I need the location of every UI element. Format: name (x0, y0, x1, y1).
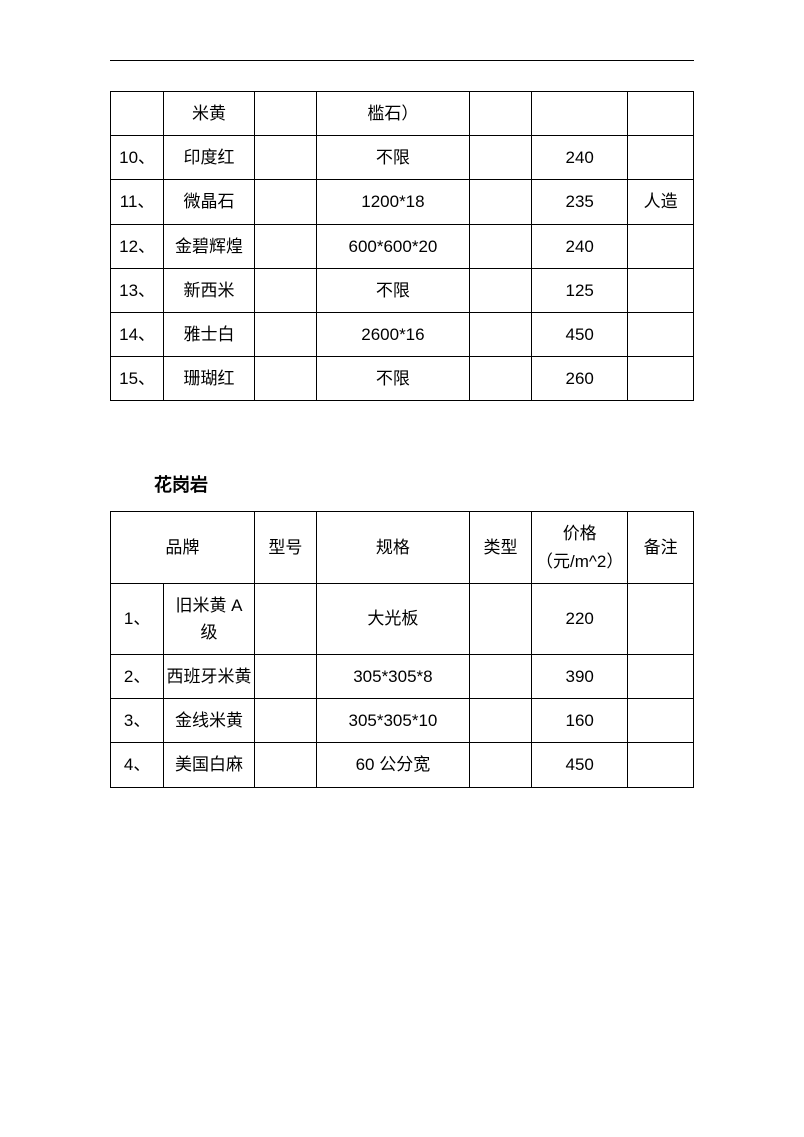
cell-type (469, 583, 531, 654)
cell-idx: 15、 (111, 357, 164, 401)
table-row: 4、 美国白麻 60 公分宽 450 (111, 743, 694, 787)
cell-price: 235 (532, 180, 628, 224)
cell-price: 450 (532, 312, 628, 356)
cell-idx: 11、 (111, 180, 164, 224)
cell-type (469, 357, 531, 401)
cell-note (628, 312, 694, 356)
cell-type (469, 92, 531, 136)
cell-type (469, 312, 531, 356)
cell-price: 390 (532, 655, 628, 699)
cell-idx: 1、 (111, 583, 164, 654)
cell-spec: 2600*16 (317, 312, 470, 356)
cell-price: 260 (532, 357, 628, 401)
table-row: 11、 微晶石 1200*18 235 人造 (111, 180, 694, 224)
cell-spec: 槛石） (317, 92, 470, 136)
cell-name: 珊瑚红 (164, 357, 255, 401)
cell-spec: 305*305*10 (317, 699, 470, 743)
cell-model (254, 655, 316, 699)
header-price: 价格（元/m^2） (532, 512, 628, 583)
cell-note (628, 583, 694, 654)
table-row: 10、 印度红 不限 240 (111, 136, 694, 180)
table-row: 15、 珊瑚红 不限 260 (111, 357, 694, 401)
cell-price: 450 (532, 743, 628, 787)
cell-note (628, 357, 694, 401)
cell-spec: 1200*18 (317, 180, 470, 224)
cell-model (254, 699, 316, 743)
header-type: 类型 (469, 512, 531, 583)
cell-model (254, 224, 316, 268)
header-rule (110, 60, 694, 61)
cell-spec: 60 公分宽 (317, 743, 470, 787)
cell-type (469, 180, 531, 224)
table-row: 14、 雅士白 2600*16 450 (111, 312, 694, 356)
cell-spec: 不限 (317, 357, 470, 401)
cell-spec: 600*600*20 (317, 224, 470, 268)
cell-name: 微晶石 (164, 180, 255, 224)
cell-price: 220 (532, 583, 628, 654)
cell-spec: 不限 (317, 136, 470, 180)
cell-price: 240 (532, 136, 628, 180)
table-row: 3、 金线米黄 305*305*10 160 (111, 699, 694, 743)
cell-model (254, 312, 316, 356)
table-row: 12、 金碧辉煌 600*600*20 240 (111, 224, 694, 268)
cell-model (254, 743, 316, 787)
cell-name: 雅士白 (164, 312, 255, 356)
cell-type (469, 743, 531, 787)
cell-note (628, 224, 694, 268)
cell-name: 金碧辉煌 (164, 224, 255, 268)
cell-price: 240 (532, 224, 628, 268)
cell-price (532, 92, 628, 136)
cell-price: 160 (532, 699, 628, 743)
cell-note (628, 136, 694, 180)
cell-type (469, 268, 531, 312)
cell-type (469, 136, 531, 180)
cell-idx: 3、 (111, 699, 164, 743)
cell-name: 米黄 (164, 92, 255, 136)
table-header-row: 品牌 型号 规格 类型 价格（元/m^2） 备注 (111, 512, 694, 583)
header-model: 型号 (254, 512, 316, 583)
cell-note (628, 655, 694, 699)
cell-idx: 14、 (111, 312, 164, 356)
cell-idx: 4、 (111, 743, 164, 787)
cell-spec: 305*305*8 (317, 655, 470, 699)
cell-model (254, 268, 316, 312)
header-brand: 品牌 (111, 512, 255, 583)
cell-type (469, 699, 531, 743)
cell-note (628, 743, 694, 787)
table-row: 2、 西班牙米黄 305*305*8 390 (111, 655, 694, 699)
cell-type (469, 655, 531, 699)
cell-note (628, 699, 694, 743)
cell-spec: 不限 (317, 268, 470, 312)
cell-type (469, 224, 531, 268)
cell-note (628, 268, 694, 312)
cell-model (254, 180, 316, 224)
cell-name: 金线米黄 (164, 699, 255, 743)
cell-name: 印度红 (164, 136, 255, 180)
table-row: 米黄 槛石） (111, 92, 694, 136)
cell-name: 新西米 (164, 268, 255, 312)
cell-idx: 2、 (111, 655, 164, 699)
cell-idx: 13、 (111, 268, 164, 312)
table-2: 品牌 型号 规格 类型 价格（元/m^2） 备注 1、 旧米黄 A 级 大光板 … (110, 511, 694, 787)
cell-model (254, 357, 316, 401)
cell-name: 西班牙米黄 (164, 655, 255, 699)
cell-model (254, 583, 316, 654)
cell-name: 美国白麻 (164, 743, 255, 787)
cell-name: 旧米黄 A 级 (164, 583, 255, 654)
cell-idx: 10、 (111, 136, 164, 180)
cell-model (254, 136, 316, 180)
cell-note (628, 92, 694, 136)
cell-note: 人造 (628, 180, 694, 224)
cell-spec: 大光板 (317, 583, 470, 654)
table-1: 米黄 槛石） 10、 印度红 不限 240 11、 微晶石 1200*1 (110, 91, 694, 401)
cell-price: 125 (532, 268, 628, 312)
table-row: 1、 旧米黄 A 级 大光板 220 (111, 583, 694, 654)
header-spec: 规格 (317, 512, 470, 583)
section-title-granite: 花岗岩 (154, 471, 694, 497)
cell-model (254, 92, 316, 136)
header-note: 备注 (628, 512, 694, 583)
table-row: 13、 新西米 不限 125 (111, 268, 694, 312)
cell-idx: 12、 (111, 224, 164, 268)
cell-idx (111, 92, 164, 136)
